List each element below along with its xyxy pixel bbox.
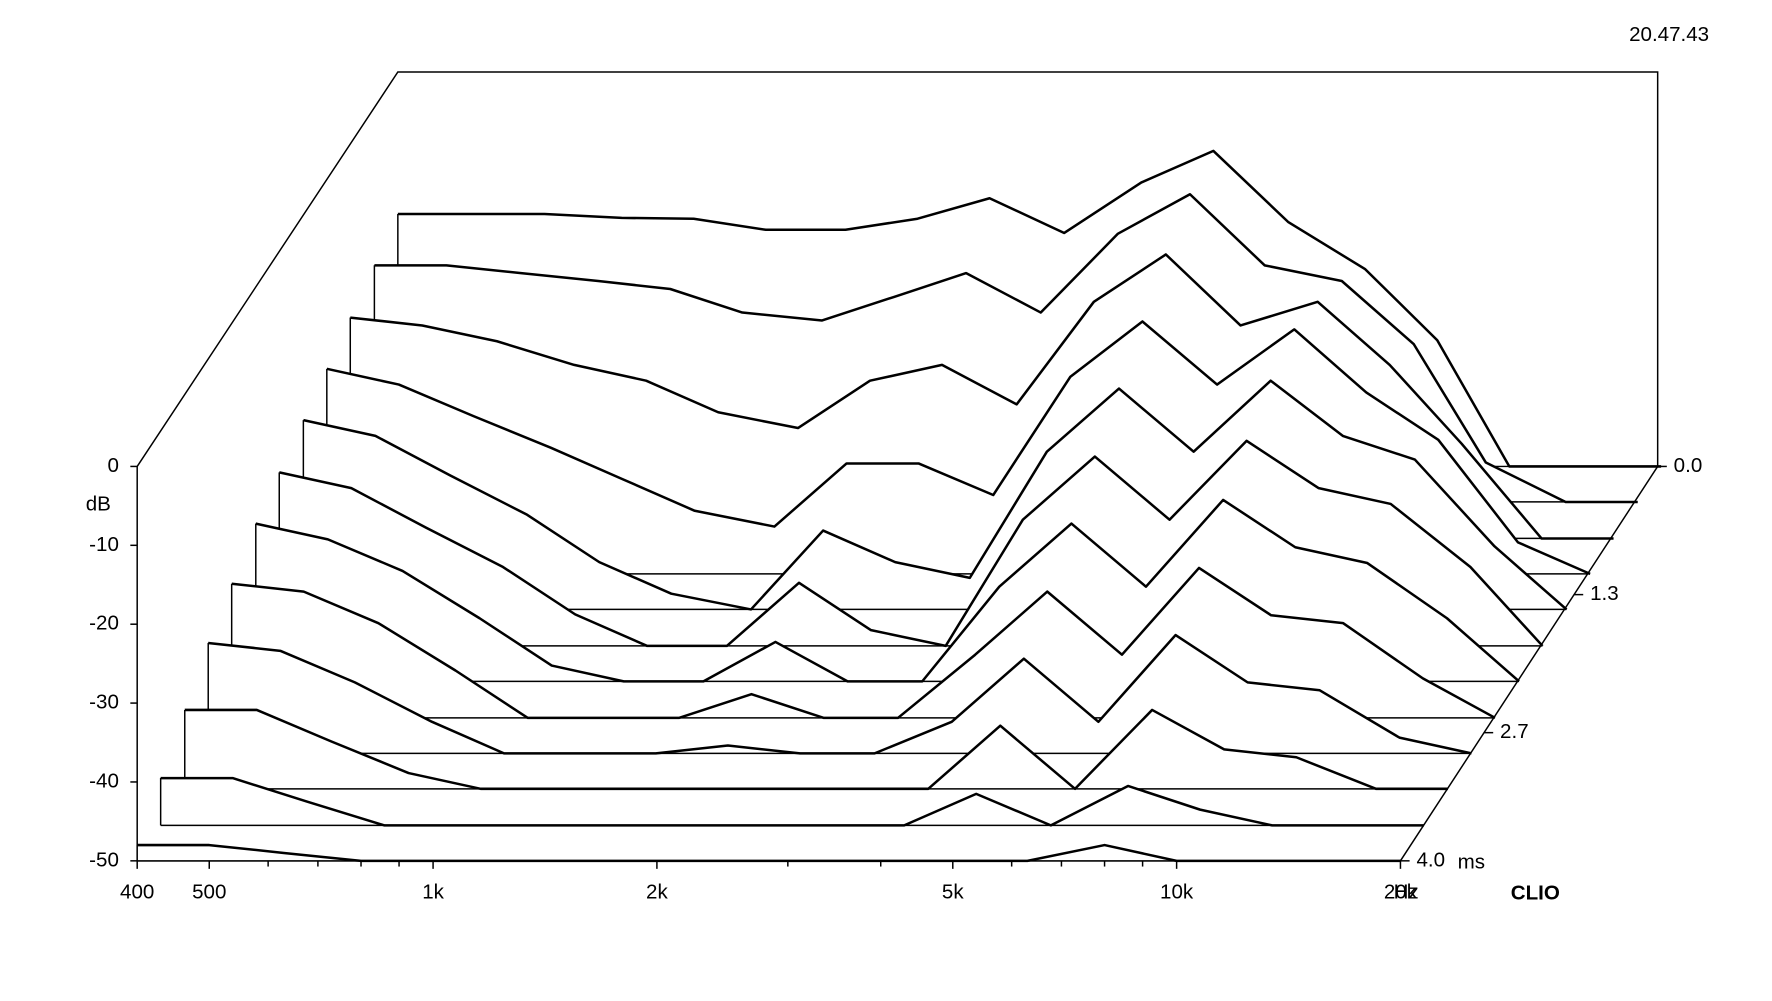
y-tick-label: -50: [89, 848, 119, 871]
x-tick-label: 20k: [1384, 880, 1418, 903]
slice-line: [160, 776, 1424, 827]
slice-line: [350, 253, 1614, 540]
slice-line: [208, 633, 1472, 755]
x-tick-label: 5k: [942, 880, 964, 903]
y-tick-label: -40: [89, 769, 119, 792]
slice-line: [137, 843, 1401, 863]
x-tick-label: 500: [192, 880, 226, 903]
y-tick-label: 0: [107, 454, 118, 477]
y-tick-label: -30: [89, 691, 119, 714]
slice-line: [231, 566, 1496, 720]
slice-line: [374, 192, 1638, 504]
x-tick-label: 10k: [1160, 880, 1194, 903]
z-tick-label: 0.0: [1674, 454, 1703, 477]
y-axis-label: dB: [86, 493, 111, 516]
slice-fill: [184, 709, 1449, 789]
y-tick-label: -20: [89, 612, 119, 635]
brand: CLIO: [1511, 881, 1560, 904]
x-unit: Hz: [1394, 880, 1419, 903]
x-tick-label: 2k: [646, 880, 668, 903]
frame: [136, 71, 1659, 467]
z-tick-label: 4.0: [1416, 848, 1445, 871]
z-unit: ms: [1458, 851, 1485, 874]
y-tick-label: -10: [89, 533, 119, 556]
timestamp: 20.47.43: [1629, 23, 1709, 46]
slice-line: [397, 149, 1662, 468]
x-tick-label: 400: [120, 880, 154, 903]
z-tick-label: 2.7: [1500, 720, 1529, 743]
z-axis: [1399, 466, 1659, 862]
slice-fill: [137, 845, 1401, 861]
slice-line: [255, 498, 1520, 683]
slice-line: [303, 379, 1568, 611]
slice-line: [326, 320, 1591, 576]
slice-line: [184, 708, 1449, 791]
x-tick-label: 1k: [422, 880, 444, 903]
slice-fill: [160, 778, 1424, 826]
slice-line: [279, 439, 1544, 648]
z-tick-label: 1.3: [1590, 582, 1619, 605]
